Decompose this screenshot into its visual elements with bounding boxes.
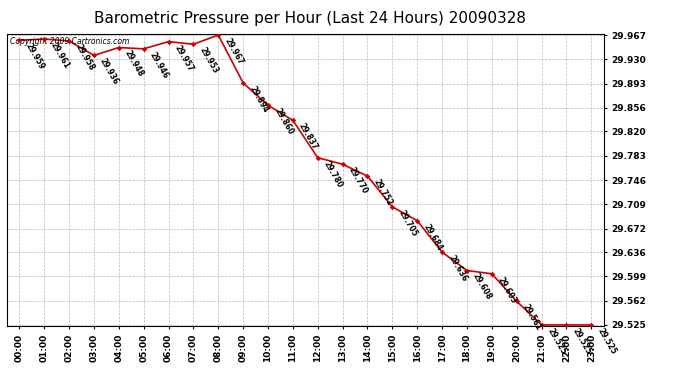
- Text: 29.936: 29.936: [98, 57, 121, 87]
- Text: 29.958: 29.958: [73, 42, 96, 72]
- Text: 29.948: 29.948: [123, 49, 146, 79]
- Text: 29.608: 29.608: [471, 272, 493, 302]
- Text: 29.525: 29.525: [595, 326, 618, 356]
- Text: 29.636: 29.636: [446, 254, 469, 283]
- Text: 29.684: 29.684: [422, 222, 444, 252]
- Text: 29.752: 29.752: [372, 177, 394, 207]
- Text: Barometric Pressure per Hour (Last 24 Hours) 20090328: Barometric Pressure per Hour (Last 24 Ho…: [95, 11, 526, 26]
- Text: 29.967: 29.967: [222, 36, 245, 66]
- Text: 29.561: 29.561: [521, 303, 543, 332]
- Text: 29.946: 29.946: [148, 50, 170, 80]
- Text: Copyright 2009 Cartronics.com: Copyright 2009 Cartronics.com: [10, 37, 129, 46]
- Text: 29.961: 29.961: [48, 40, 71, 70]
- Text: 29.770: 29.770: [347, 166, 369, 196]
- Text: 29.953: 29.953: [197, 46, 220, 75]
- Text: 29.705: 29.705: [397, 208, 419, 238]
- Text: 29.894: 29.894: [247, 84, 270, 114]
- Text: 29.957: 29.957: [172, 43, 195, 73]
- Text: 29.860: 29.860: [272, 106, 295, 136]
- Text: 29.603: 29.603: [496, 275, 518, 305]
- Text: 29.780: 29.780: [322, 159, 344, 189]
- Text: 29.837: 29.837: [297, 122, 319, 152]
- Text: 29.525: 29.525: [571, 326, 593, 356]
- Text: 29.525: 29.525: [546, 326, 568, 356]
- Text: 29.959: 29.959: [23, 42, 46, 71]
